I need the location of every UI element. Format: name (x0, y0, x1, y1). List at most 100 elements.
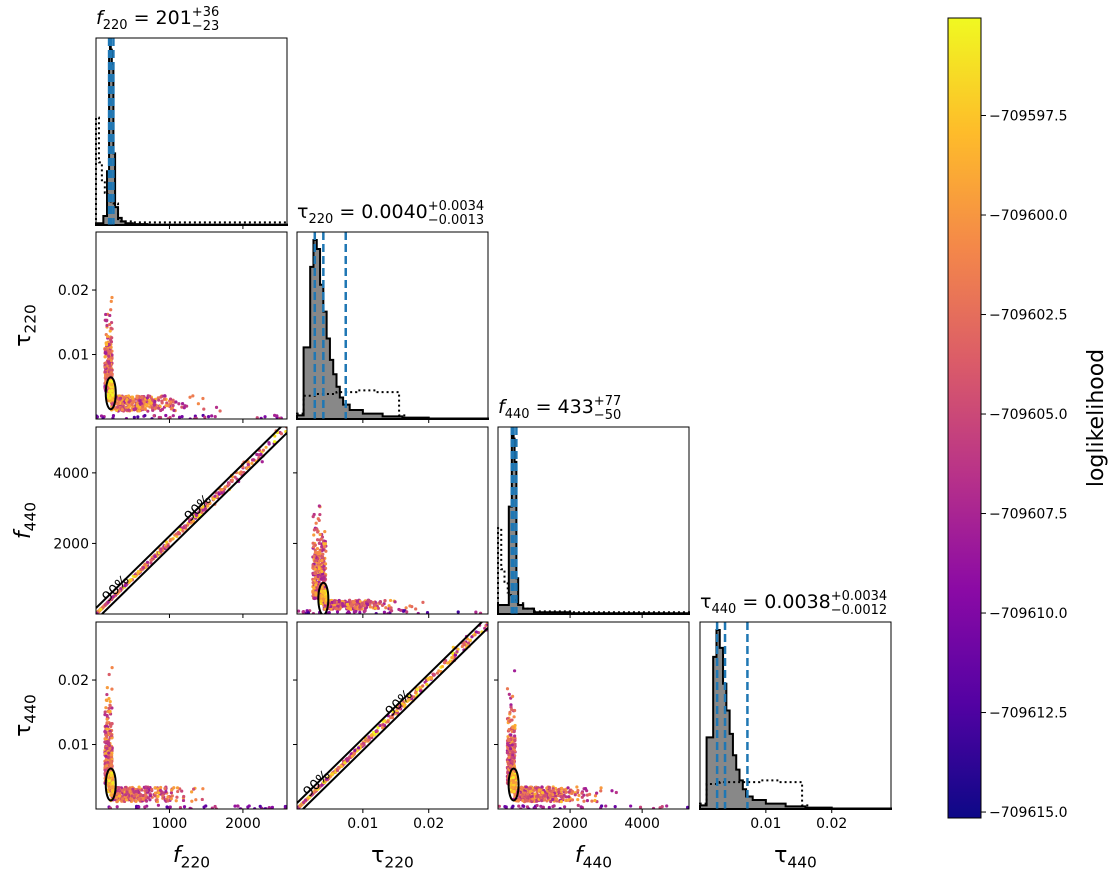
scatter-point (320, 558, 324, 563)
scatter-point (108, 313, 112, 318)
scatter-point (107, 785, 111, 789)
scatter-point (169, 407, 173, 411)
scatter-outlier (270, 805, 275, 809)
scatter-point (395, 709, 399, 713)
scatter-point (322, 542, 326, 546)
scatter-outlier (236, 804, 240, 808)
scatter-point (545, 799, 549, 803)
scatter-point (414, 607, 418, 611)
colorbar-tick-label-5: −709610.0 (989, 606, 1068, 622)
scatter-point (214, 405, 219, 409)
scatter-outlier (552, 804, 556, 808)
scatter-point (149, 561, 153, 565)
scatter-point (510, 756, 514, 760)
scatter-point (350, 754, 354, 758)
scatter-outlier (651, 806, 656, 809)
scatter-point (320, 545, 324, 549)
scatter-point (139, 567, 143, 572)
scatter-point (107, 672, 111, 677)
scatter-point (312, 554, 316, 559)
scatter-point (260, 460, 264, 464)
ytick-label-tau440-1: 0.02 (58, 673, 89, 689)
ytick-label-f440-0: 2000 (53, 536, 89, 552)
scatter-point (152, 403, 157, 407)
scatter-point (107, 706, 111, 711)
scatter-point (109, 345, 113, 349)
contour-90 (317, 581, 330, 614)
scatter-point (122, 787, 127, 791)
panel-frame-f220-tau440 (95, 621, 288, 810)
svg-text:τ440 = 0.0038+0.0034: τ440 = 0.0038+0.0034 (700, 589, 887, 617)
scatter-point (103, 365, 107, 369)
scatter-point (570, 798, 575, 802)
scatter-point (521, 799, 525, 803)
scatter-outlier (177, 415, 182, 419)
scatter-point (145, 560, 150, 564)
scatter-point (103, 710, 107, 714)
scatter-outlier (178, 805, 183, 809)
scatter-point (212, 497, 216, 501)
scatter-point (511, 753, 515, 757)
scatter-point (157, 398, 161, 402)
scatter-point (110, 295, 114, 300)
scatter-point (537, 788, 541, 792)
scatter-point (531, 797, 535, 801)
scatter-point (141, 797, 145, 801)
scatter-point (511, 780, 516, 785)
scatter-point (426, 677, 430, 682)
scatter-outlier (96, 415, 99, 419)
marginal-f440 (497, 427, 690, 615)
scatter-point (570, 791, 574, 795)
scatter-point (124, 408, 128, 412)
scatter-point (135, 394, 139, 398)
scatter-point (206, 504, 210, 508)
scatter-point (163, 394, 167, 398)
scatter-point (156, 787, 160, 791)
scatter-point (178, 528, 182, 532)
scatter-point (483, 618, 486, 621)
xtick-label-f220-0: 1000 (152, 816, 188, 832)
marginal-title-f220: f220 = 201+36−23 (96, 5, 219, 34)
scatter-point (108, 731, 113, 735)
scatter-point (509, 705, 513, 709)
scatter-point (540, 790, 545, 795)
scatter-point (575, 785, 579, 789)
scatter-point (120, 408, 124, 412)
scatter-outlier (405, 610, 409, 614)
scatter-point (509, 747, 513, 751)
scatter-point (352, 752, 356, 756)
scatter-point (200, 797, 204, 802)
scatter-outlier (143, 805, 147, 809)
scatter-point (227, 481, 231, 486)
scatter-point (513, 742, 517, 746)
scatter-point (314, 521, 318, 525)
scatter-point (103, 347, 107, 351)
scatter-point (352, 600, 356, 604)
colorbar-label: loglikelihood (1084, 349, 1109, 487)
scatter-point (104, 698, 108, 702)
scatter-point (340, 601, 344, 606)
scatter-point (513, 792, 517, 796)
scatter-point (354, 603, 358, 607)
prior-hist-tau440 (699, 779, 891, 810)
scatter-point (157, 791, 161, 795)
ylabel-tau440: τ440 (11, 694, 39, 737)
scatter-outlier (101, 416, 105, 419)
scatter-point (140, 788, 144, 792)
scatter-point (557, 787, 561, 792)
scatter-point (245, 466, 249, 470)
scatter-point (381, 726, 385, 730)
scatter-point (166, 544, 170, 548)
contour-90 (104, 767, 117, 802)
scatter-point (440, 664, 445, 669)
scatter-point (158, 788, 163, 793)
scatter-point (383, 719, 387, 723)
scatter-outlier (539, 804, 543, 808)
scatter-outlier (206, 415, 211, 419)
colorbar-tick-label-7: −709615.0 (989, 805, 1068, 821)
contour-90 (96, 427, 283, 609)
scatter-point (593, 798, 597, 803)
scatter-point (148, 394, 152, 398)
scatter-point (353, 748, 357, 752)
svg-text:f220 = 201+36: f220 = 201+36 (96, 5, 219, 33)
